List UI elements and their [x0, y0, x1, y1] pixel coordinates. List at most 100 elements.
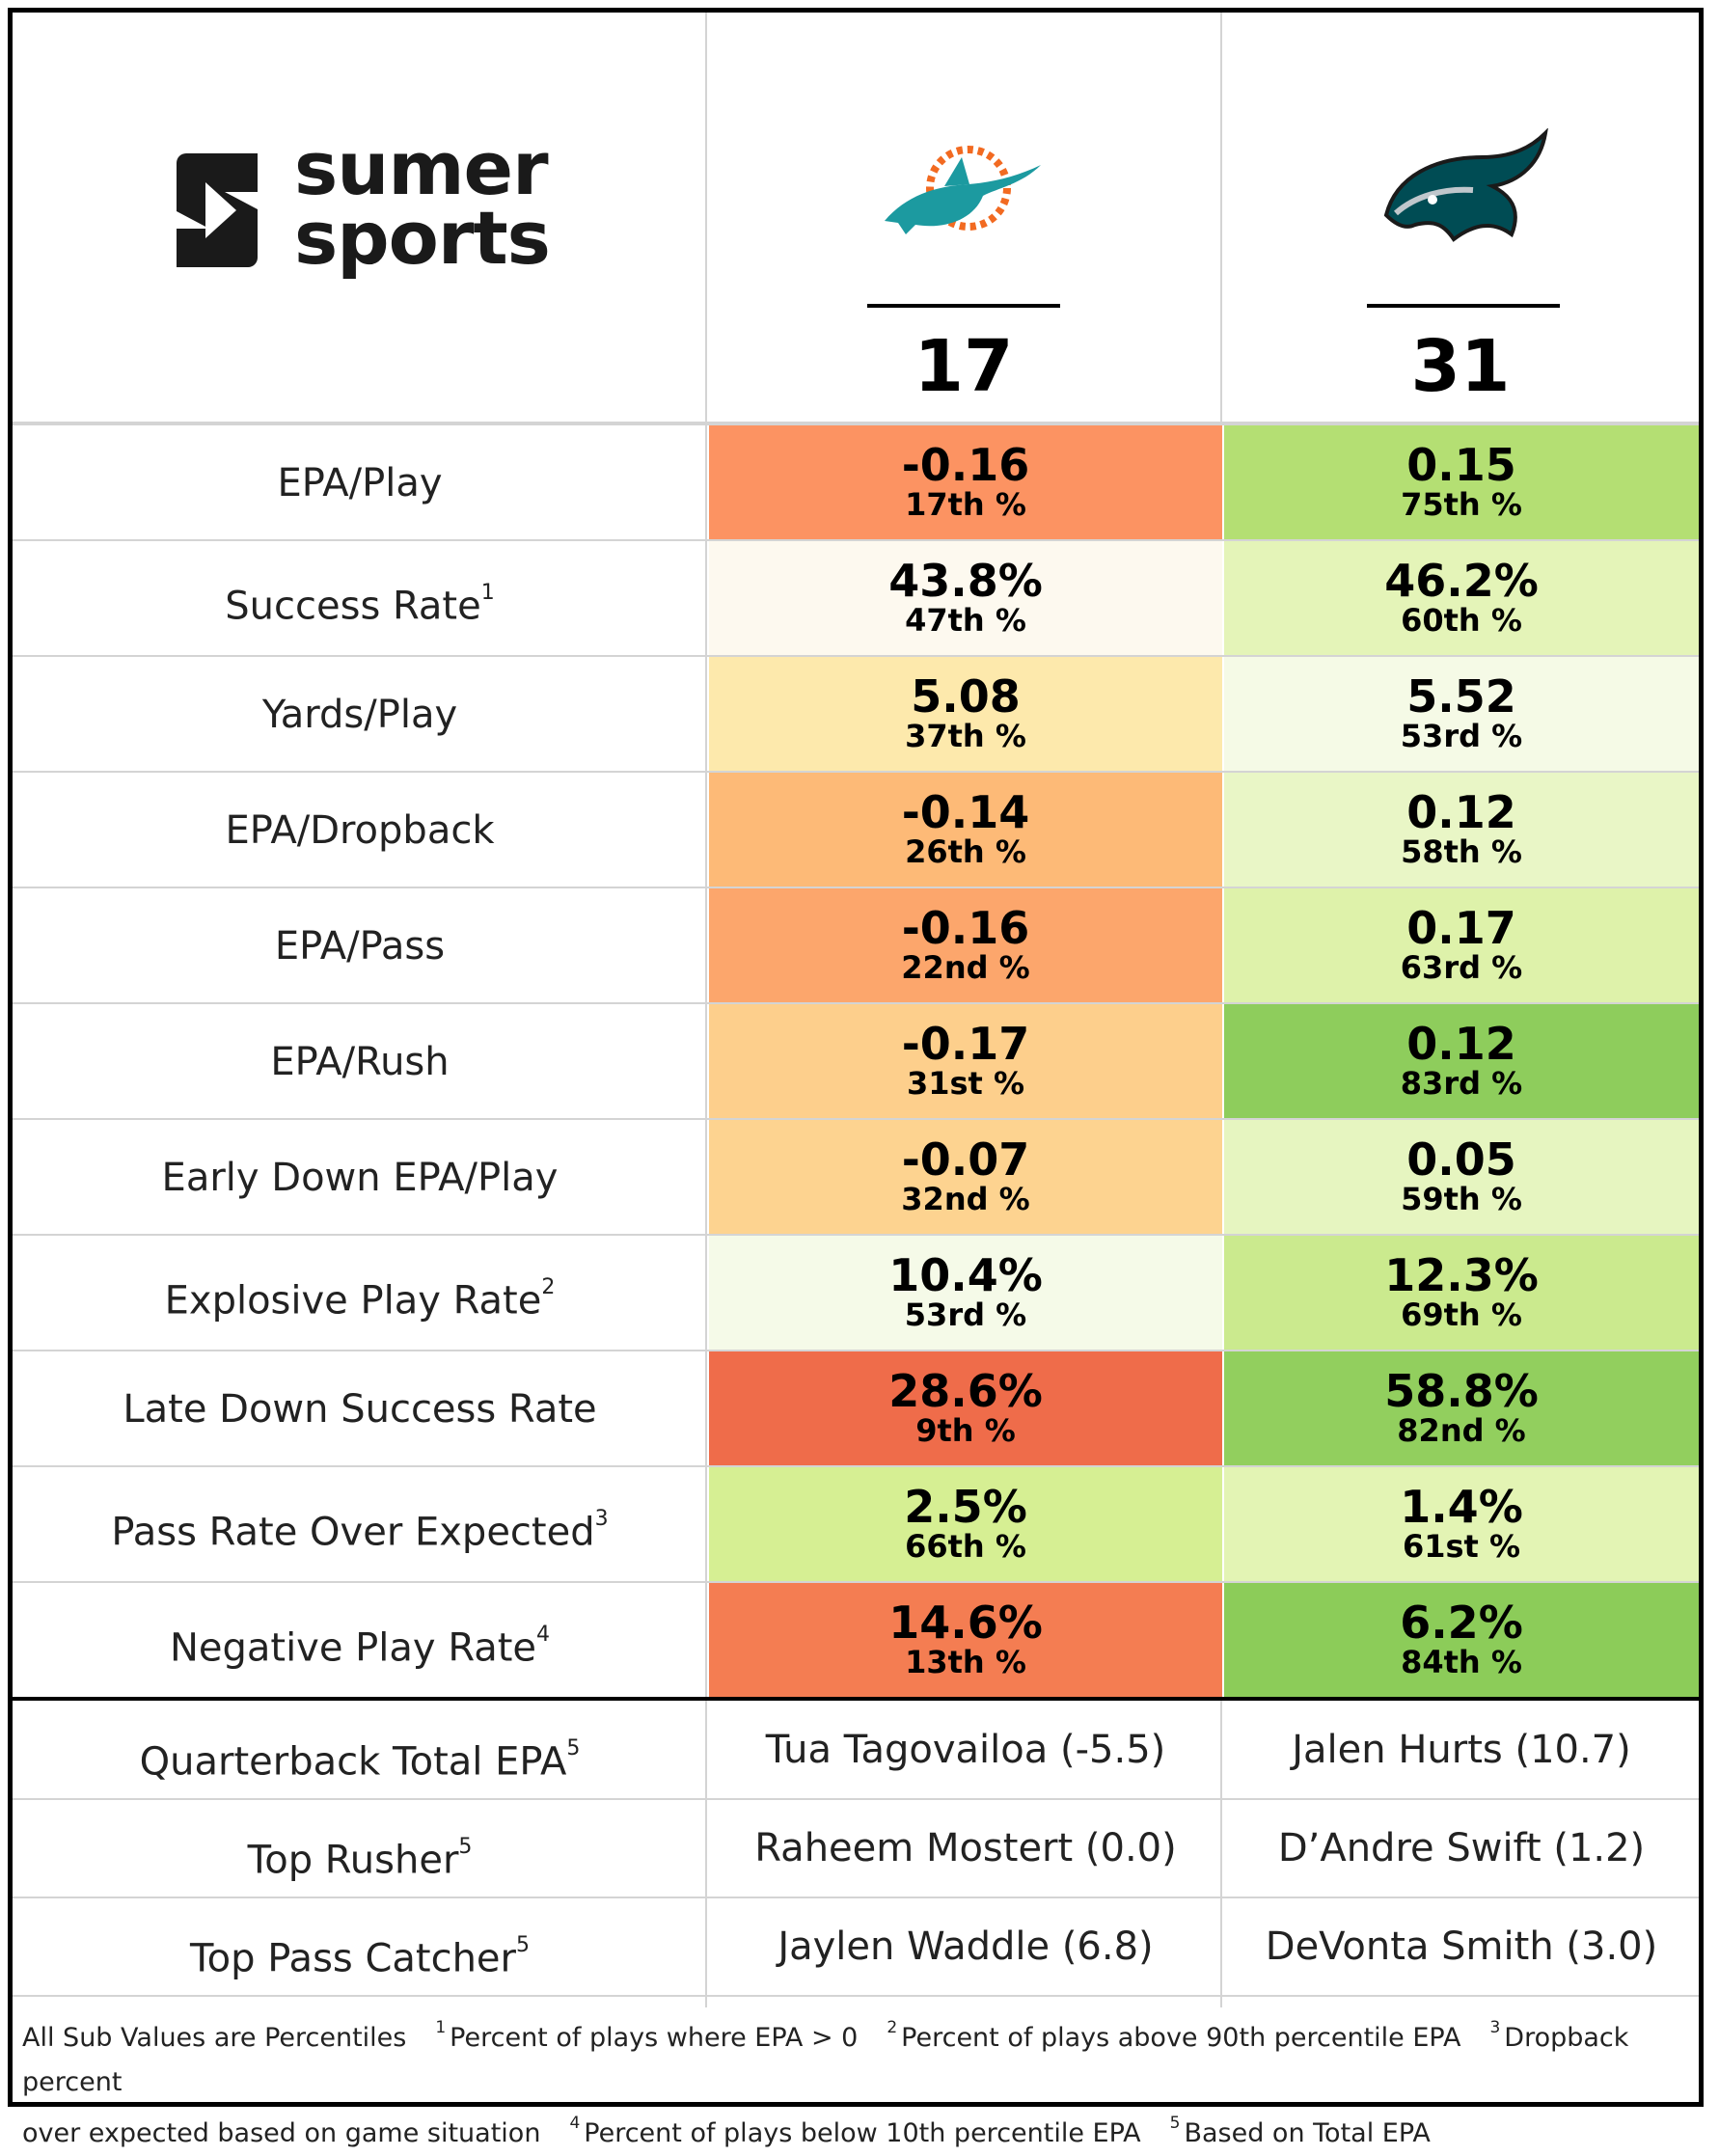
footnote-intro: All Sub Values are Percentiles	[22, 2023, 407, 2053]
metric-label: Early Down EPA/Play	[13, 1120, 707, 1236]
row-divider	[13, 1350, 1699, 1351]
metric-value: 43.8%	[888, 555, 1043, 607]
metric-percentile: 32nd %	[901, 1181, 1030, 1217]
metric-label: Negative Play Rate4	[13, 1583, 707, 1699]
sumer-logo-mark-icon	[177, 153, 258, 267]
row-divider	[13, 1897, 1699, 1898]
metric-cell-eagles: 12.3% 69th %	[1224, 1236, 1699, 1350]
metric-label-text: Negative Play Rate	[169, 1625, 537, 1671]
player-dolphins: Jaylen Waddle (6.8)	[778, 1924, 1154, 1969]
footnote-marker: 5	[566, 1736, 581, 1760]
metric-percentile: 82nd %	[1397, 1412, 1526, 1449]
row-divider	[13, 1581, 1699, 1583]
metric-value: 0.12	[1406, 1018, 1516, 1070]
metric-label-text: Yards/Play	[261, 693, 458, 737]
brand-line-1: sumer	[294, 125, 549, 211]
metric-cell-eagles: 1.4% 61st %	[1224, 1467, 1699, 1581]
metric-cell-dolphins: 28.6% 9th %	[709, 1351, 1222, 1465]
footnote-3b: over expected based on game situation	[22, 2118, 541, 2148]
player-eagles: D’Andre Swift (1.2)	[1277, 1826, 1646, 1870]
row-divider	[13, 1798, 1699, 1800]
metric-cell-dolphins: -0.07 32nd %	[709, 1120, 1222, 1234]
metric-value: -0.07	[901, 1133, 1030, 1186]
metric-percentile: 58th %	[1401, 833, 1522, 870]
player-eagles: DeVonta Smith (3.0)	[1265, 1924, 1658, 1969]
footnote-marker: 5	[458, 1835, 473, 1859]
metric-cell-eagles: 5.52 53rd %	[1224, 657, 1699, 771]
metric-label: EPA/Rush	[13, 1004, 707, 1120]
player-dolphins: Raheem Mostert (0.0)	[754, 1826, 1177, 1870]
metric-cell-dolphins: -0.16 22nd %	[709, 888, 1222, 1002]
column-divider	[705, 13, 707, 2007]
player-dolphins: Tua Tagovailoa (-5.5)	[765, 1728, 1166, 1772]
metric-value: 0.05	[1406, 1133, 1516, 1186]
metric-percentile: 60th %	[1401, 602, 1522, 639]
metric-label: EPA/Pass	[13, 888, 707, 1004]
dolphins-logo-icon	[885, 146, 1041, 234]
footnote-5: Based on Total EPA	[1184, 2118, 1431, 2148]
metric-percentile: 66th %	[905, 1528, 1026, 1565]
metric-value: -0.16	[901, 902, 1030, 954]
metric-cell-dolphins: 43.8% 47th %	[709, 541, 1222, 655]
metric-label: EPA/Play	[13, 425, 707, 541]
team-header-eagles: 31	[1222, 13, 1699, 427]
sumer-sports-logo: sumer sports	[167, 132, 572, 292]
metric-value: 14.6%	[888, 1597, 1043, 1649]
metric-label: Explosive Play Rate2	[13, 1236, 707, 1351]
metric-label-text: EPA/Rush	[270, 1040, 450, 1084]
metric-cell-eagles: 0.12 83rd %	[1224, 1004, 1699, 1118]
metric-label-text: Success Rate	[225, 584, 481, 629]
metric-percentile: 53rd %	[904, 1296, 1027, 1333]
metric-percentile: 75th %	[1401, 486, 1522, 523]
footnote-marker-3: 3	[1489, 2018, 1501, 2037]
metric-percentile: 9th %	[915, 1412, 1016, 1449]
metric-percentile: 53rd %	[1400, 718, 1523, 754]
metric-percentile: 59th %	[1401, 1181, 1522, 1217]
metric-cell-eagles: 0.17 63rd %	[1224, 888, 1699, 1002]
footnote-3a: Dropback percent	[22, 2023, 1629, 2097]
metric-cell-dolphins: 10.4% 53rd %	[709, 1236, 1222, 1350]
row-divider	[13, 539, 1699, 541]
score-divider	[1367, 304, 1560, 308]
footnote-marker-1: 1	[435, 2018, 447, 2037]
player-row-label-text: Top Rusher	[247, 1838, 459, 1883]
footnote-2: Percent of plays above 90th percentile E…	[901, 2023, 1461, 2053]
metric-cell-dolphins: 14.6% 13th %	[709, 1583, 1222, 1697]
section-divider	[13, 1697, 1699, 1701]
metric-percentile: 47th %	[905, 602, 1026, 639]
player-row-label: Top Rusher5	[13, 1799, 707, 1897]
player-eagles: Jalen Hurts (10.7)	[1292, 1728, 1631, 1772]
metric-percentile: 31st %	[906, 1065, 1025, 1102]
eagles-logo-icon	[1383, 128, 1548, 242]
row-divider	[13, 655, 1699, 657]
metric-percentile: 83rd %	[1400, 1065, 1523, 1102]
metric-label: Yards/Play	[13, 657, 707, 773]
header-divider	[13, 422, 1699, 425]
team-header-dolphins: 17	[707, 13, 1220, 427]
player-row-label-text: Top Pass Catcher	[190, 1936, 516, 1981]
metric-label-text: EPA/Pass	[274, 924, 446, 969]
metric-value: 46.2%	[1384, 555, 1539, 607]
footnote-marker: 4	[536, 1623, 551, 1647]
sumer-wordmark: sumer sports	[294, 125, 551, 275]
row-divider	[13, 887, 1699, 888]
metric-percentile: 13th %	[905, 1644, 1026, 1680]
metric-label: Success Rate1	[13, 541, 707, 657]
metric-cell-dolphins: 2.5% 66th %	[709, 1467, 1222, 1581]
metric-label-text: Pass Rate Over Expected	[111, 1510, 595, 1555]
metric-percentile: 84th %	[1401, 1644, 1522, 1680]
metric-label: EPA/Dropback	[13, 773, 707, 888]
metric-value: 12.3%	[1384, 1249, 1539, 1301]
stats-table: sumer sports 17 31 All Sub Values are Pe…	[8, 8, 1704, 2148]
metric-percentile: 22nd %	[901, 949, 1030, 986]
footnote-marker: 1	[480, 581, 495, 605]
metric-percentile: 26th %	[905, 833, 1026, 870]
row-divider	[13, 1118, 1699, 1120]
metric-cell-eagles: 0.15 75th %	[1224, 425, 1699, 539]
metric-value: -0.16	[901, 439, 1030, 491]
score-eagles: 31	[1410, 325, 1511, 408]
row-divider	[13, 1234, 1699, 1236]
metric-value: 28.6%	[888, 1365, 1043, 1417]
metric-value: 1.4%	[1400, 1481, 1523, 1533]
metric-value: 58.8%	[1384, 1365, 1539, 1417]
